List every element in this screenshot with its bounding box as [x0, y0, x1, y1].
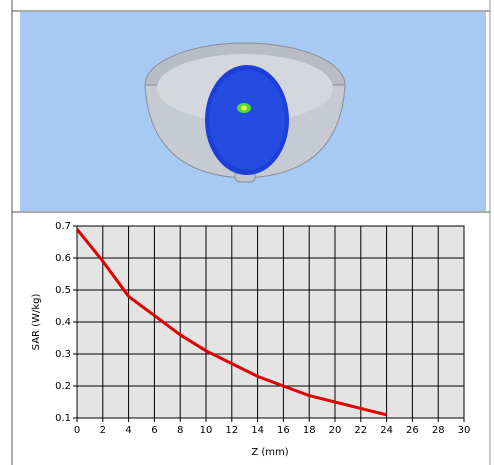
y-tick-label: 0.6 [55, 253, 71, 264]
x-tick-label: 14 [251, 425, 264, 436]
x-tick-label: 2 [100, 425, 106, 436]
y-axis-label: SAR (W/kg) [31, 294, 42, 351]
x-tick-label: 0 [74, 425, 80, 436]
phantom-image [20, 12, 486, 211]
x-tick-label: 16 [277, 425, 290, 436]
chart: SAR (W/kg) Z (mm) 0.1 0.2 0.3 0.4 0.5 0.6 0.7 0… [31, 221, 470, 458]
x-tick-label: 22 [354, 425, 367, 436]
data-line [75, 228, 387, 417]
y-tick-label: 0.2 [55, 381, 71, 392]
x-tick-label: 10 [200, 425, 213, 436]
y-tick-label: 0.5 [55, 285, 71, 296]
x-tick-label: 26 [406, 425, 419, 436]
x-tick-label: 28 [432, 425, 445, 436]
y-tick-label: 0.3 [55, 349, 71, 360]
x-tick-label: 24 [380, 425, 393, 436]
x-tick-label: 20 [329, 425, 342, 436]
x-tick-label: 8 [177, 425, 183, 436]
x-tick-label: 30 [458, 425, 471, 436]
x-tick-label: 4 [125, 425, 131, 436]
x-tick-label: 12 [225, 425, 238, 436]
x-tick-label: 6 [151, 425, 157, 436]
x-tick-label: 18 [303, 425, 316, 436]
x-axis-label: Z (mm) [251, 447, 288, 458]
y-tick-label: 0.7 [55, 221, 71, 232]
y-tick-label: 0.4 [55, 317, 71, 328]
y-tick-label: 0.1 [55, 413, 71, 424]
